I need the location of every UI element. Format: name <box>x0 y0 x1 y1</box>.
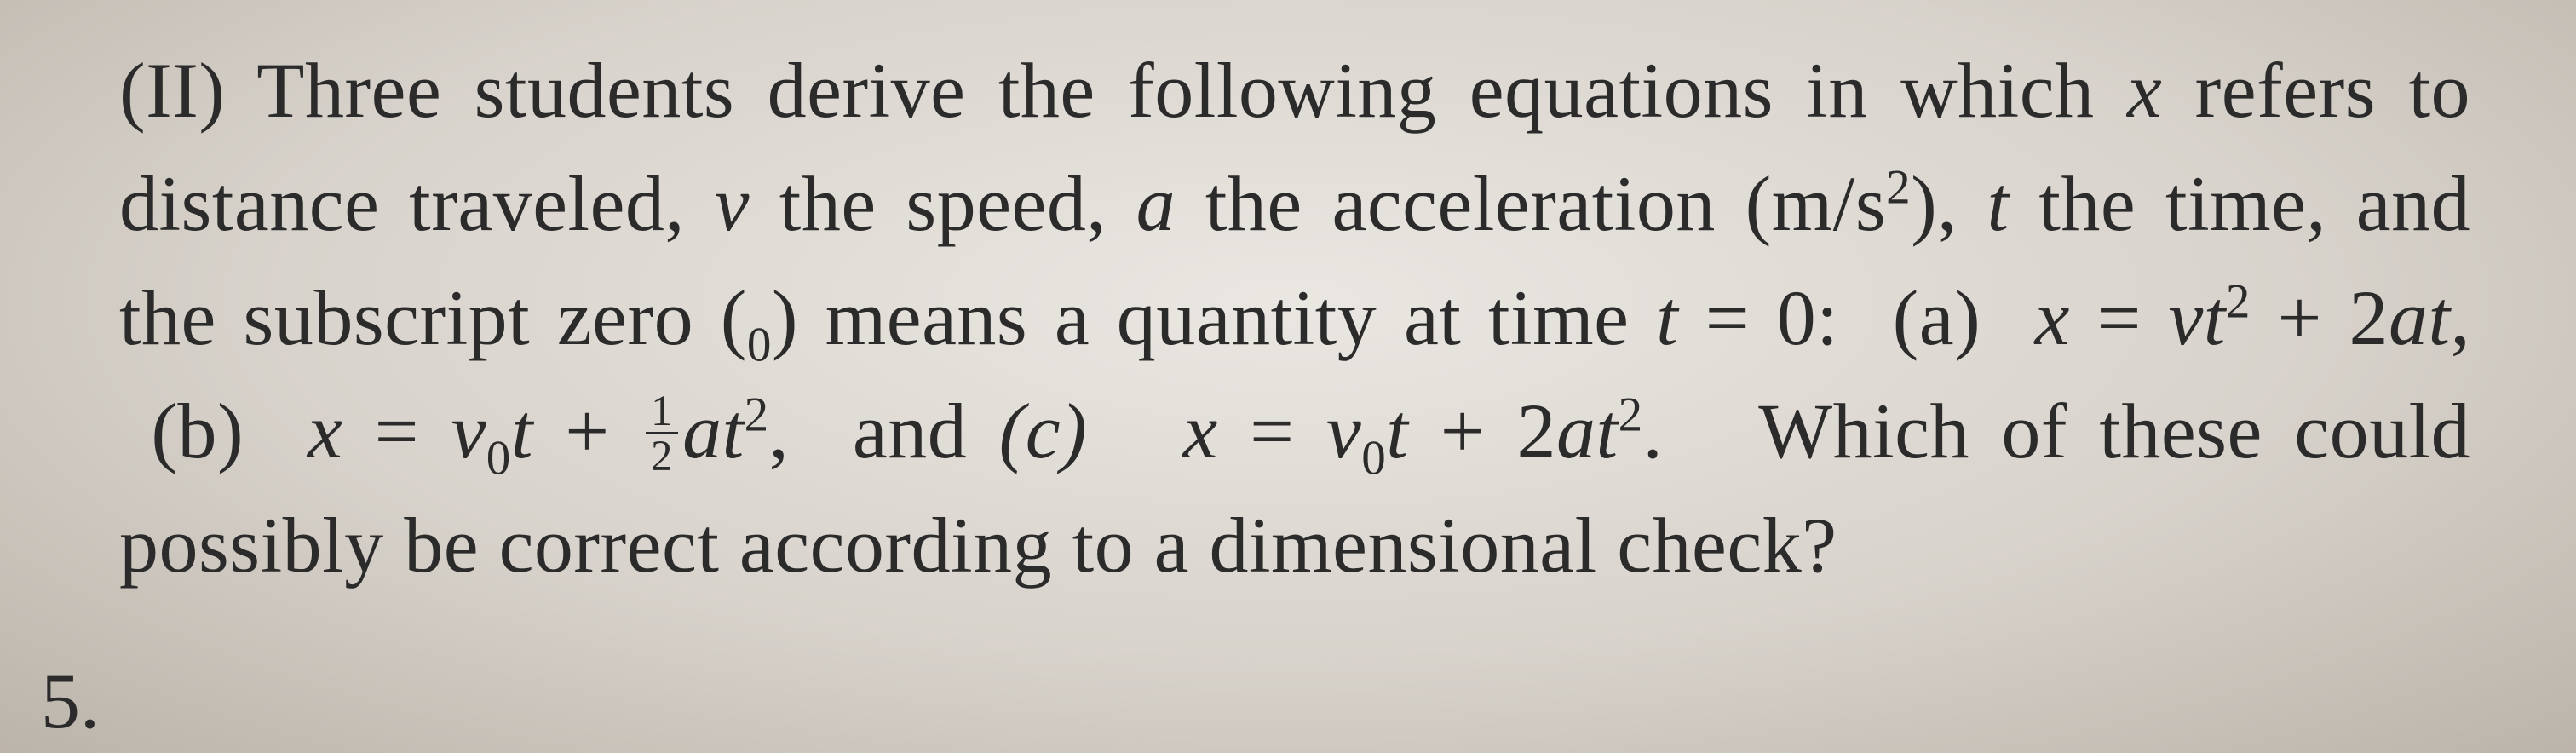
eq-b-a: a <box>682 388 722 474</box>
sub0-open: ( <box>721 274 747 361</box>
part-c-label-open: ( <box>999 388 1026 474</box>
part-c-label-c: c <box>1026 388 1061 474</box>
eq-a-a: a <box>2389 274 2429 361</box>
t-eq-0: = 0: <box>1705 274 1839 361</box>
unit-close: ), <box>1911 160 1958 247</box>
sub0-zero: 0 <box>747 318 772 371</box>
eq-c-period: . <box>1643 388 1664 474</box>
intro-line-4: the acceleration <box>1205 160 1716 247</box>
eq-c-plus: + <box>1440 388 1485 474</box>
and-word: and <box>853 388 967 474</box>
eq-b-t-exp: 2 <box>745 388 769 442</box>
eq-c-v: v <box>1326 388 1361 474</box>
eq-b-plus: + <box>565 388 609 474</box>
eq-b-half-den: 2 <box>646 434 678 478</box>
eq-c-t-exp: 2 <box>1619 388 1643 442</box>
var-x: x <box>2127 47 2162 134</box>
unit-slash: / <box>1833 160 1855 247</box>
unit-open: ( <box>1745 160 1772 247</box>
eq-b-eq: = <box>375 388 419 474</box>
difficulty-level: (II) <box>119 47 226 134</box>
sub0-close: ) <box>772 274 798 361</box>
var-v: v <box>715 160 750 247</box>
eq-c-t2: t <box>1596 388 1619 474</box>
intro-line-1: Three students derive the following equa… <box>256 47 2094 134</box>
var-t-0: t <box>1656 274 1678 361</box>
var-t: t <box>1987 160 2010 247</box>
eq-c-x: x <box>1182 388 1217 474</box>
eq-b-half-num: 1 <box>646 389 678 435</box>
eq-a-t2: t <box>2429 274 2451 361</box>
eq-c-two: 2 <box>1517 388 1557 474</box>
eq-a-t: t <box>2204 274 2226 361</box>
question-line-2: correct according to a dimensional check… <box>499 502 1837 589</box>
eq-a-v: v <box>2168 274 2203 361</box>
eq-a-two: 2 <box>2349 274 2389 361</box>
eq-c-t: t <box>1386 388 1408 474</box>
next-problem-number: 5. <box>41 656 100 746</box>
intro-line-3: the speed, <box>779 160 1107 247</box>
eq-a-comma: , <box>2451 274 2471 361</box>
part-c-label-close: ) <box>1061 388 1087 474</box>
eq-b-x: x <box>308 388 342 474</box>
eq-c-eq: = <box>1250 388 1294 474</box>
unit-s: s <box>1855 160 1886 247</box>
intro-line-6: means a quantity <box>825 274 1377 361</box>
eq-a-plus: + <box>2278 274 2322 361</box>
eq-b-v-sub0: 0 <box>486 432 511 486</box>
problem-text: (II) Three students derive the following… <box>119 34 2470 602</box>
eq-a-x: x <box>2034 274 2069 361</box>
eq-b-v: v <box>451 388 486 474</box>
eq-b-comma: , <box>769 388 790 474</box>
eq-b-t: t <box>511 388 533 474</box>
var-a: a <box>1136 160 1176 247</box>
unit-m: m <box>1772 160 1833 247</box>
intro-line-7: at time <box>1404 274 1630 361</box>
eq-b-half: 12 <box>646 389 678 478</box>
unit-exp: 2 <box>1886 161 1911 215</box>
part-b-label: (b) <box>151 388 244 474</box>
eq-a-t-exp: 2 <box>2226 274 2251 328</box>
part-a-label: (a) <box>1893 274 1981 361</box>
eq-c-a: a <box>1556 388 1596 474</box>
eq-a-eq: = <box>2096 274 2141 361</box>
eq-c-v-sub0: 0 <box>1361 432 1386 486</box>
eq-b-t2: t <box>722 388 745 474</box>
